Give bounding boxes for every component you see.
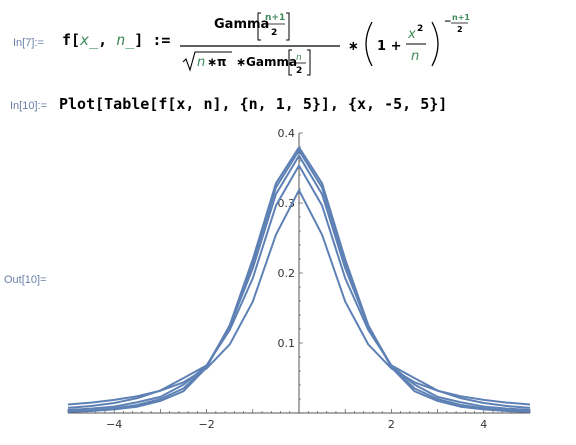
bracket-close: ] [134, 31, 144, 49]
formula-rhs: Gamma n+1 2 n ∗π ∗ Gamma n 2 ∗ 1 + x 2 n… [180, 12, 470, 76]
num-frac-top: n+1 [265, 13, 285, 23]
pattern-n: n_ [116, 31, 135, 49]
sqrt-star-pi: ∗π [207, 55, 227, 69]
y-tick-label: 0.2 [278, 267, 296, 280]
in7-input-cell[interactable]: f[x_, n_] := Gamma n+1 2 n ∗π ∗ Gamma n … [62, 4, 572, 76]
series-line-1 [67, 189, 531, 406]
den-frac-bottom: 2 [296, 66, 302, 76]
y-tick-label: 0.4 [278, 127, 296, 140]
den-frac-top: n [296, 53, 302, 63]
paren-right [431, 21, 439, 67]
function-name: f [62, 31, 72, 49]
series-line-4 [67, 149, 531, 413]
x-squared-exp: 2 [417, 24, 423, 34]
exponent-minus: − [444, 17, 452, 27]
in10-input-cell[interactable]: Plot[Table[f[x, n], {n, 1, 5}], {x, -5, … [59, 95, 448, 113]
paren-left [365, 21, 373, 67]
sqrt-symbol [182, 51, 232, 72]
x-tick-label: −4 [106, 418, 122, 431]
plot-curves [67, 146, 531, 413]
gamma-numerator: Gamma [214, 17, 269, 32]
in7-label: In[7]:= [13, 37, 44, 49]
x-squared-den: n [411, 49, 419, 64]
gamma-denominator: Gamma [246, 55, 297, 69]
out10-label: Out[10]= [4, 274, 47, 286]
exponent-bottom: 2 [457, 25, 463, 34]
times-operator: ∗ [348, 39, 359, 54]
series-line-5 [67, 146, 531, 413]
function-head: f[x_, n_] := [62, 31, 170, 49]
num-frac-bottom: 2 [271, 28, 277, 38]
comma: , [98, 31, 117, 49]
x-tick-label: 2 [388, 418, 395, 431]
x-squared-x: x [407, 27, 416, 42]
bracket-open: [ [71, 31, 81, 49]
pattern-x: x_ [80, 31, 99, 49]
in10-label: In[10]:= [10, 100, 48, 112]
set-delayed-operator: := [152, 31, 171, 49]
denominator-star: ∗ [236, 55, 246, 69]
plot-axes: −4 −2 2 40.10.20.30.4 [67, 127, 531, 431]
one-plus: 1 + [377, 39, 401, 54]
x-tick-label: −2 [198, 418, 214, 431]
exponent-top: n+1 [452, 13, 470, 22]
sqrt-n: n [197, 55, 205, 70]
series-line-3 [67, 154, 531, 412]
y-tick-label: 0.1 [278, 337, 296, 350]
x-tick-label: 4 [480, 418, 487, 431]
series-line-2 [67, 164, 531, 409]
